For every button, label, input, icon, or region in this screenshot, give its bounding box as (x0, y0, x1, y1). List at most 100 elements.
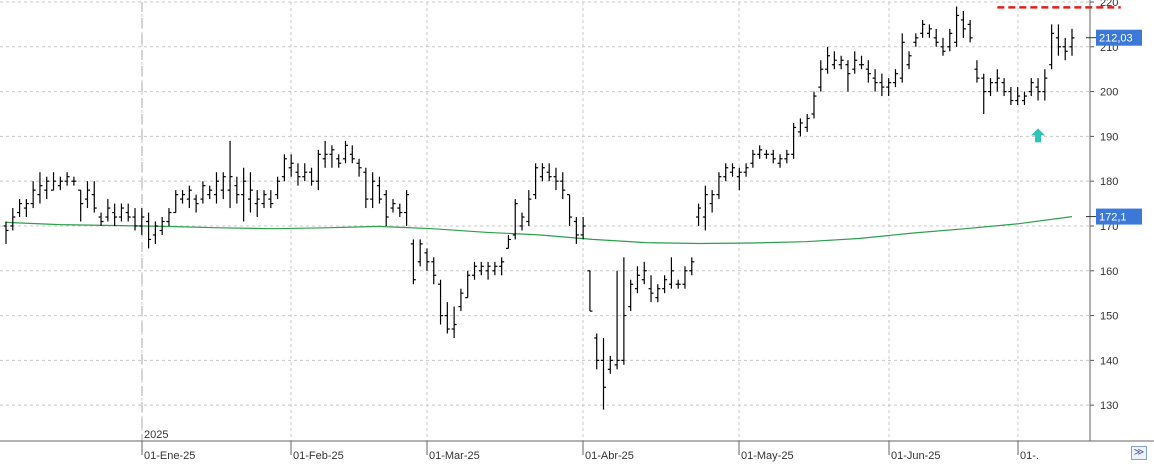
ohlc-bar (920, 19, 926, 38)
ohlc-bar (743, 163, 749, 177)
ohlc-bar (44, 176, 50, 200)
year-label: 2025 (144, 429, 168, 441)
ohlc-bar (546, 163, 552, 182)
ohlc-bar (383, 190, 389, 226)
ohlc-bar (730, 163, 736, 177)
ohlc-bar (628, 279, 634, 312)
ohlc-bar (254, 190, 260, 218)
ohlc-bar (668, 257, 674, 289)
ohlc-bar (981, 73, 987, 114)
ohlc-bar (10, 208, 16, 231)
ohlc-bar (770, 149, 776, 164)
ohlc-bar (892, 69, 898, 88)
ohlc-bar (37, 172, 43, 204)
grid-lines (0, 1, 1090, 441)
ohlc-bar (533, 163, 539, 200)
ohlc-bar (288, 154, 294, 177)
ohlc-bar (804, 113, 810, 132)
ohlc-bar (431, 257, 437, 285)
ohlc-bar (281, 154, 287, 182)
moving-average-label-text: 172,1 (1099, 212, 1127, 224)
overlay-layer (997, 6, 1121, 143)
ohlc-bar (342, 140, 348, 164)
y-tick-label: 220 (1100, 0, 1118, 9)
ohlc-bar (336, 154, 342, 168)
ohlc-bar (57, 176, 63, 191)
ohlc-bar (268, 190, 274, 209)
ohlc-bar (994, 69, 1000, 92)
ohlc-bar (207, 185, 213, 200)
ohlc-bar (213, 172, 219, 204)
moving-average-layer (5, 216, 1073, 245)
ohlc-bar (675, 279, 681, 289)
ohlc-bar (275, 176, 281, 200)
scroll-right-button[interactable]: ≫ (1131, 446, 1147, 460)
y-tick-label: 200 (1100, 87, 1118, 99)
ohlc-bar (899, 33, 905, 83)
ohlc-bar (560, 172, 566, 200)
ohlc-bar (478, 261, 484, 276)
ohlc-bar (886, 78, 892, 97)
ohlc-bar (662, 275, 668, 294)
moving-average-line (5, 216, 1073, 245)
ohlc-bar (879, 73, 885, 97)
y-tick-label: 190 (1100, 131, 1118, 143)
ohlc-bar (404, 190, 410, 226)
x-tick-label: 01-Feb-25 (293, 450, 344, 462)
ohlc-bar (709, 190, 715, 213)
ohlc-bar (397, 203, 403, 218)
ohlc-bar (247, 172, 253, 213)
ohlc-bar (1008, 87, 1014, 106)
ohlc-bar (51, 172, 57, 191)
ohlc-bar (757, 145, 763, 159)
ohlc-bar (641, 261, 647, 285)
ohlc-bar (438, 279, 444, 325)
ohlc-bar (1021, 91, 1027, 106)
ohlc-bar (465, 270, 471, 299)
ohlc-bar (234, 176, 240, 204)
ohlc-bar (818, 60, 824, 92)
ohlc-bar (580, 217, 586, 240)
ohlc-bar (125, 203, 131, 222)
ohlc-bar (105, 199, 111, 222)
ohlc-bar (505, 234, 511, 249)
ohlc-bar (716, 172, 722, 200)
ohlc-bar (988, 78, 994, 97)
ohlc-bar (791, 122, 797, 159)
x-tick-label: 01-Mar-25 (429, 450, 480, 462)
y-tick-label: 150 (1100, 311, 1118, 323)
ohlc-bar (913, 33, 919, 47)
x-tick-label: 01-Jun-25 (891, 450, 941, 462)
ohlc-bar (621, 257, 627, 365)
ohlc-bar (424, 248, 430, 271)
ohlc-bar (485, 261, 491, 280)
ohlc-bar (410, 239, 416, 285)
moving-average-label-box (1096, 208, 1142, 225)
ohlc-bar (1042, 69, 1048, 101)
x-tick-label: 01-Ene-25 (144, 450, 195, 462)
ohlc-bar (261, 190, 267, 209)
ohlc-bar (193, 194, 199, 213)
ohlc-bar (471, 261, 477, 280)
ohlc-bar (23, 199, 29, 218)
ohlc-bar (17, 199, 23, 218)
ohlc-bar (180, 190, 186, 204)
ohlc-bar (601, 337, 607, 410)
ohlc-bar (159, 217, 165, 235)
ohlc-bar (845, 60, 851, 92)
ohlc-bar (91, 181, 97, 213)
ohlc-bar (451, 306, 457, 338)
ohlc-bar (71, 176, 77, 186)
ohlc-bar (567, 194, 573, 226)
ohlc-bar (186, 185, 192, 209)
ohlc-bar (750, 149, 756, 168)
ohlc-bar (573, 217, 579, 244)
ohlc-bar (363, 167, 369, 209)
ohlc-bar (587, 270, 593, 312)
ohlc-bar (376, 176, 382, 204)
ohlc-bar (322, 140, 328, 168)
moving-average-label: 172,1 (1086, 208, 1142, 225)
ohlc-bar (1035, 78, 1041, 101)
